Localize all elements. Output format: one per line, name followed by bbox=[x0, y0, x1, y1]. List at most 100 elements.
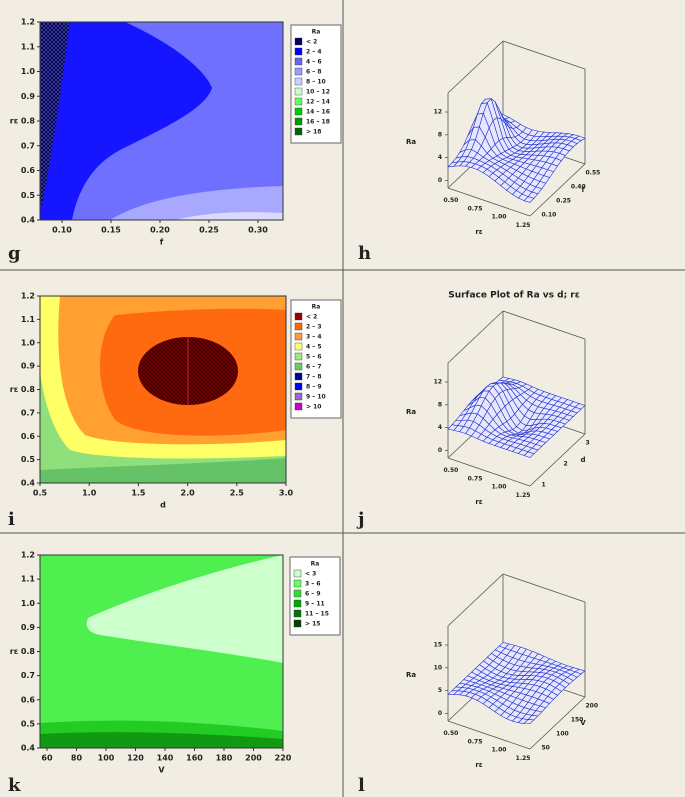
y-tick-label: 0.5 bbox=[21, 191, 36, 200]
x-axis-label: V bbox=[158, 766, 165, 775]
legend-swatch bbox=[294, 322, 303, 331]
y-axis-label: V bbox=[580, 719, 586, 727]
legend-swatch bbox=[293, 599, 302, 608]
legend-swatch bbox=[293, 589, 302, 598]
legend-label: 8 – 9 bbox=[306, 384, 322, 391]
y-tick-label: 0.25 bbox=[556, 197, 571, 204]
panel-letter: j bbox=[356, 509, 365, 530]
legend-label: < 2 bbox=[306, 314, 317, 321]
legend-swatch bbox=[294, 77, 303, 86]
x-tick-label: 120 bbox=[127, 754, 144, 763]
box-edge bbox=[447, 720, 531, 750]
x-axis-label: rε bbox=[475, 228, 482, 236]
legend-label: 4 – 5 bbox=[306, 344, 322, 351]
y-tick-label: 1.0 bbox=[21, 67, 36, 76]
surface-title: Surface Plot of Ra vs d; rε bbox=[448, 291, 580, 301]
box-edge bbox=[529, 163, 586, 217]
legend-swatch bbox=[294, 312, 303, 321]
legend-label: > 18 bbox=[306, 129, 321, 136]
x-tick-label: 1.25 bbox=[516, 222, 531, 229]
x-tick-label: 0.75 bbox=[468, 475, 483, 482]
z-axis-label: Ra bbox=[406, 408, 416, 416]
legend-label: 7 – 8 bbox=[306, 374, 322, 381]
x-tick-label: 220 bbox=[275, 754, 292, 763]
z-tick-label: 0 bbox=[438, 710, 442, 717]
legend-label: 10 – 12 bbox=[306, 89, 330, 96]
z-tick-label: 8 bbox=[438, 131, 442, 138]
x-tick-label: 0.15 bbox=[101, 226, 121, 235]
y-axis-label: d bbox=[580, 456, 585, 464]
z-axis-label: Ra bbox=[406, 671, 416, 679]
x-tick-label: 2.0 bbox=[181, 489, 196, 498]
z-tick-label: 4 bbox=[438, 154, 442, 161]
x-tick-label: 0.5 bbox=[33, 489, 48, 498]
legend-label: 9 – 10 bbox=[306, 394, 326, 401]
x-tick-label: 1.25 bbox=[516, 755, 531, 762]
x-tick-label: 140 bbox=[157, 754, 174, 763]
x-tick-label: 60 bbox=[41, 754, 53, 763]
x-tick-label: 0.50 bbox=[444, 730, 459, 737]
legend-swatch bbox=[294, 382, 303, 391]
panel-letter: g bbox=[8, 243, 21, 264]
legend-label: 16 – 18 bbox=[306, 119, 330, 126]
y-tick-label: 0.9 bbox=[21, 362, 36, 371]
legend-swatch bbox=[293, 569, 302, 578]
legend-label: 6 – 7 bbox=[306, 364, 322, 371]
y-tick-label: 0.10 bbox=[542, 211, 557, 218]
surface-patch bbox=[523, 719, 535, 725]
legend-title: Ra bbox=[311, 561, 320, 568]
legend-swatch bbox=[294, 47, 303, 56]
legend-swatch bbox=[293, 609, 302, 618]
legend-swatch bbox=[294, 352, 303, 361]
contour-region bbox=[86, 555, 284, 663]
legend-title: Ra bbox=[312, 304, 321, 311]
legend-label: < 2 bbox=[306, 39, 317, 46]
legend-label: 9 – 11 bbox=[305, 601, 325, 608]
contour-region bbox=[40, 22, 212, 220]
box-edge bbox=[447, 187, 531, 217]
contour-region bbox=[40, 732, 283, 748]
legend-label: 2 – 4 bbox=[306, 49, 322, 56]
y-tick-label: 1.1 bbox=[21, 575, 36, 584]
legend-label: 2 – 3 bbox=[306, 324, 322, 331]
contour-region bbox=[40, 22, 70, 205]
y-tick-label: 1.0 bbox=[21, 599, 36, 608]
panel-letter: k bbox=[8, 775, 21, 796]
z-axis-label: Ra bbox=[406, 138, 416, 146]
legend-swatch bbox=[294, 97, 303, 106]
x-tick-label: 0.50 bbox=[444, 467, 459, 474]
box-edge bbox=[447, 457, 531, 487]
x-tick-label: 0.75 bbox=[468, 738, 483, 745]
legend-label: 5 – 6 bbox=[306, 354, 322, 361]
legend-swatch bbox=[294, 332, 303, 341]
legend-label: 12 – 14 bbox=[306, 99, 330, 106]
legend-swatch bbox=[293, 619, 302, 628]
legend-swatch bbox=[293, 579, 302, 588]
legend-label: < 3 bbox=[305, 571, 316, 578]
legend-swatch bbox=[294, 342, 303, 351]
y-tick-label: 0.9 bbox=[21, 623, 36, 632]
box-edge bbox=[529, 433, 586, 487]
y-axis-label: rε bbox=[10, 117, 18, 126]
y-tick-label: 0.7 bbox=[21, 671, 35, 680]
x-tick-label: 200 bbox=[245, 754, 262, 763]
y-tick-label: 0.4 bbox=[21, 479, 36, 488]
y-tick-label: 0.7 bbox=[21, 141, 35, 150]
legend-label: 4 – 6 bbox=[306, 59, 322, 66]
y-axis-label: rε bbox=[10, 385, 18, 394]
y-tick-label: 0.4 bbox=[21, 744, 36, 753]
legend-swatch bbox=[294, 392, 303, 401]
legend-label: 8 – 10 bbox=[306, 79, 326, 86]
x-tick-label: 1.00 bbox=[492, 214, 507, 221]
surface-patch bbox=[523, 451, 535, 458]
y-tick-label: 0.8 bbox=[21, 385, 36, 394]
y-tick-label: 1 bbox=[542, 481, 546, 488]
z-tick-label: 12 bbox=[434, 109, 442, 116]
x-tick-label: 1.5 bbox=[131, 489, 146, 498]
legend-label: > 10 bbox=[306, 404, 321, 411]
surface-patch bbox=[523, 196, 535, 203]
